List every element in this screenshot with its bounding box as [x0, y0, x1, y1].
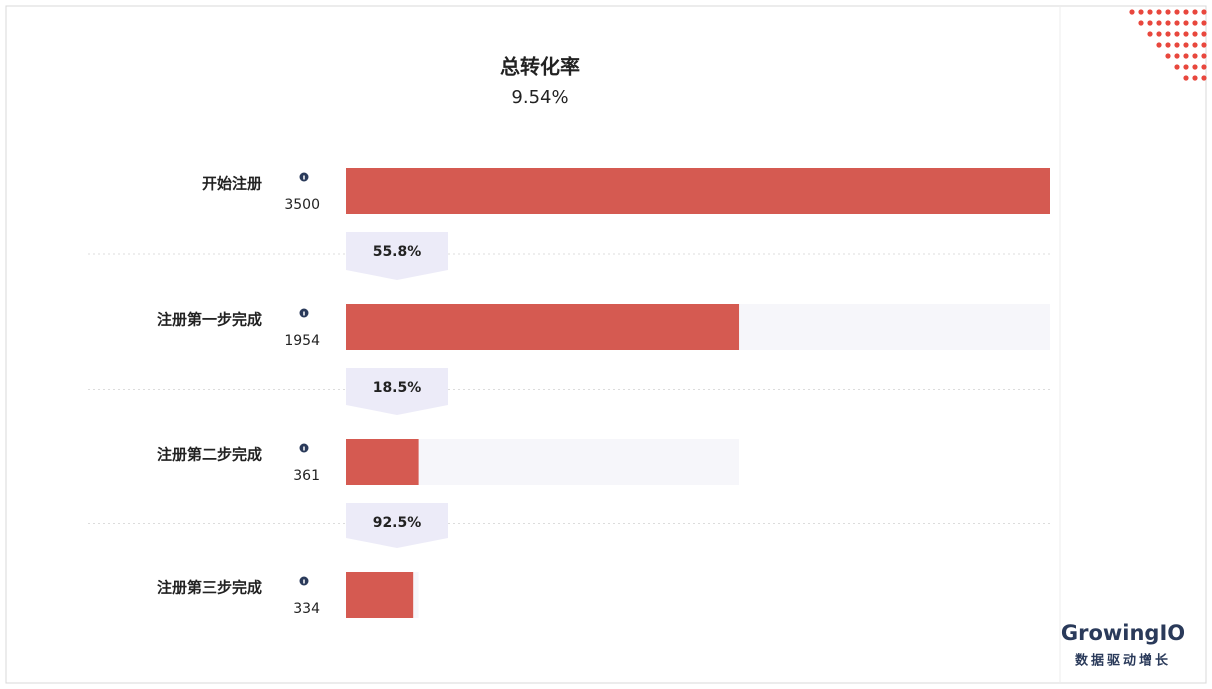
conversion-label: 18.5%	[373, 380, 422, 396]
dot	[1147, 9, 1153, 15]
dot	[1201, 42, 1207, 48]
dot	[1201, 9, 1207, 15]
dot	[1156, 20, 1162, 26]
step-label: 注册第一步完成	[157, 311, 262, 329]
conversion-badge	[346, 232, 448, 280]
dot	[1201, 31, 1207, 37]
dot	[1174, 20, 1180, 26]
step-value: 1954	[284, 333, 320, 349]
conversion-label: 92.5%	[373, 515, 422, 531]
dot	[1192, 42, 1198, 48]
dot	[1192, 20, 1198, 26]
dot	[1183, 42, 1189, 48]
dot	[1138, 20, 1144, 26]
dot	[1174, 31, 1180, 37]
dot	[1183, 64, 1189, 70]
dot	[1174, 42, 1180, 48]
dot	[1192, 53, 1198, 59]
step-label: 注册第三步完成	[157, 579, 262, 597]
brand-slogan: 数据驱动增长	[1075, 653, 1171, 669]
conversion-badge	[346, 503, 448, 548]
bar	[346, 304, 740, 350]
dot	[1201, 53, 1207, 59]
step-label: 开始注册	[202, 175, 262, 193]
decoration-dots	[1129, 9, 1207, 81]
dot	[1156, 9, 1162, 15]
dot	[1165, 20, 1171, 26]
dot	[1147, 20, 1153, 26]
step-value: 3500	[284, 197, 320, 213]
dot	[1201, 64, 1207, 70]
dot	[1192, 75, 1198, 81]
bar	[346, 572, 414, 618]
dot	[1165, 31, 1171, 37]
dot	[1192, 31, 1198, 37]
dot	[1129, 9, 1135, 15]
dot	[1165, 42, 1171, 48]
dot	[1147, 31, 1153, 37]
step-label: 注册第二步完成	[157, 446, 262, 464]
dot	[1165, 9, 1171, 15]
dot	[1174, 53, 1180, 59]
dot	[1183, 75, 1189, 81]
dot	[1156, 31, 1162, 37]
frame	[5, 5, 1207, 684]
step-value: 334	[293, 601, 320, 617]
dot	[1174, 64, 1180, 70]
dot	[1138, 9, 1144, 15]
chart-title: 总转化率	[500, 55, 580, 79]
bar	[346, 439, 419, 485]
dot	[1183, 31, 1189, 37]
dot	[1183, 9, 1189, 15]
conversion-badge	[346, 368, 448, 415]
dot	[1174, 9, 1180, 15]
conversion-label: 55.8%	[373, 244, 422, 260]
step-value: 361	[293, 468, 320, 484]
dot	[1183, 20, 1189, 26]
chart-subtitle: 9.54%	[511, 87, 568, 108]
dot	[1156, 42, 1162, 48]
dot	[1201, 75, 1207, 81]
dot	[1165, 53, 1171, 59]
dot	[1192, 64, 1198, 70]
bar	[346, 168, 1050, 214]
dot	[1201, 20, 1207, 26]
brand-name: GrowingIO	[1061, 621, 1185, 645]
dot	[1183, 53, 1189, 59]
dot	[1192, 9, 1198, 15]
